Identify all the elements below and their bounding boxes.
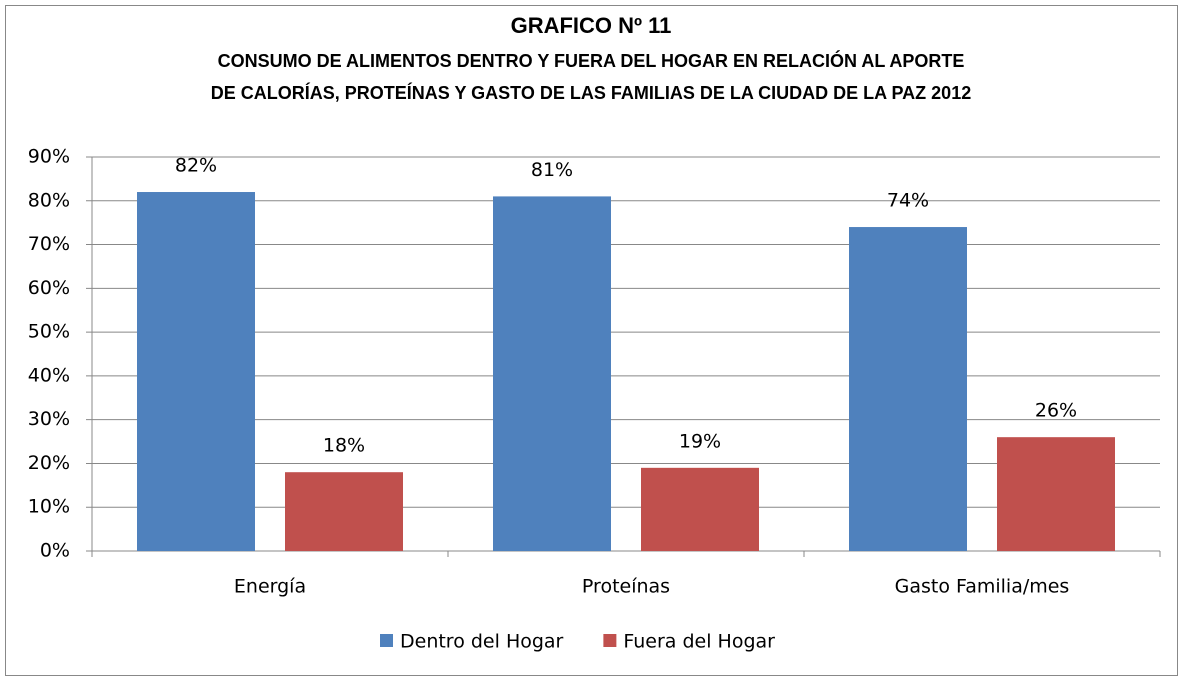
value-label: 74% [887,190,929,212]
y-tick-label: 30% [28,408,70,430]
x-tick-label: Gasto Familia/mes [895,576,1070,598]
value-label: 18% [323,435,365,457]
legend-swatch [380,634,393,647]
bar [641,467,759,551]
y-tick-label: 0% [40,540,70,562]
y-tick-label: 40% [28,364,70,386]
value-label: 19% [679,430,721,452]
y-tick-label: 50% [28,321,70,343]
y-tick-label: 90% [28,146,70,168]
chart-subtitle: DE CALORÍAS, PROTEÍNAS Y GASTO DE LAS FA… [211,82,971,103]
bar [997,437,1115,551]
bar [849,227,967,552]
y-tick-label: 70% [28,233,70,255]
x-tick-label: Proteínas [582,576,670,598]
y-tick-label: 60% [28,277,70,299]
bar [493,196,611,551]
y-tick-label: 10% [28,496,70,518]
chart-title: GRAFICO Nº 11 [511,13,672,38]
y-tick-label: 20% [28,452,70,474]
value-label: 26% [1035,400,1077,422]
x-tick-label: Energía [234,576,306,598]
chart-subtitle: CONSUMO DE ALIMENTOS DENTRO Y FUERA DEL … [218,50,965,71]
value-label: 82% [175,155,217,177]
value-label: 81% [531,159,573,181]
bar [285,472,403,551]
bar [137,192,255,551]
y-tick-label: 80% [28,189,70,211]
legend-label: Fuera del Hogar [623,631,775,653]
legend-label: Dentro del Hogar [400,631,564,653]
legend-swatch [603,634,617,647]
